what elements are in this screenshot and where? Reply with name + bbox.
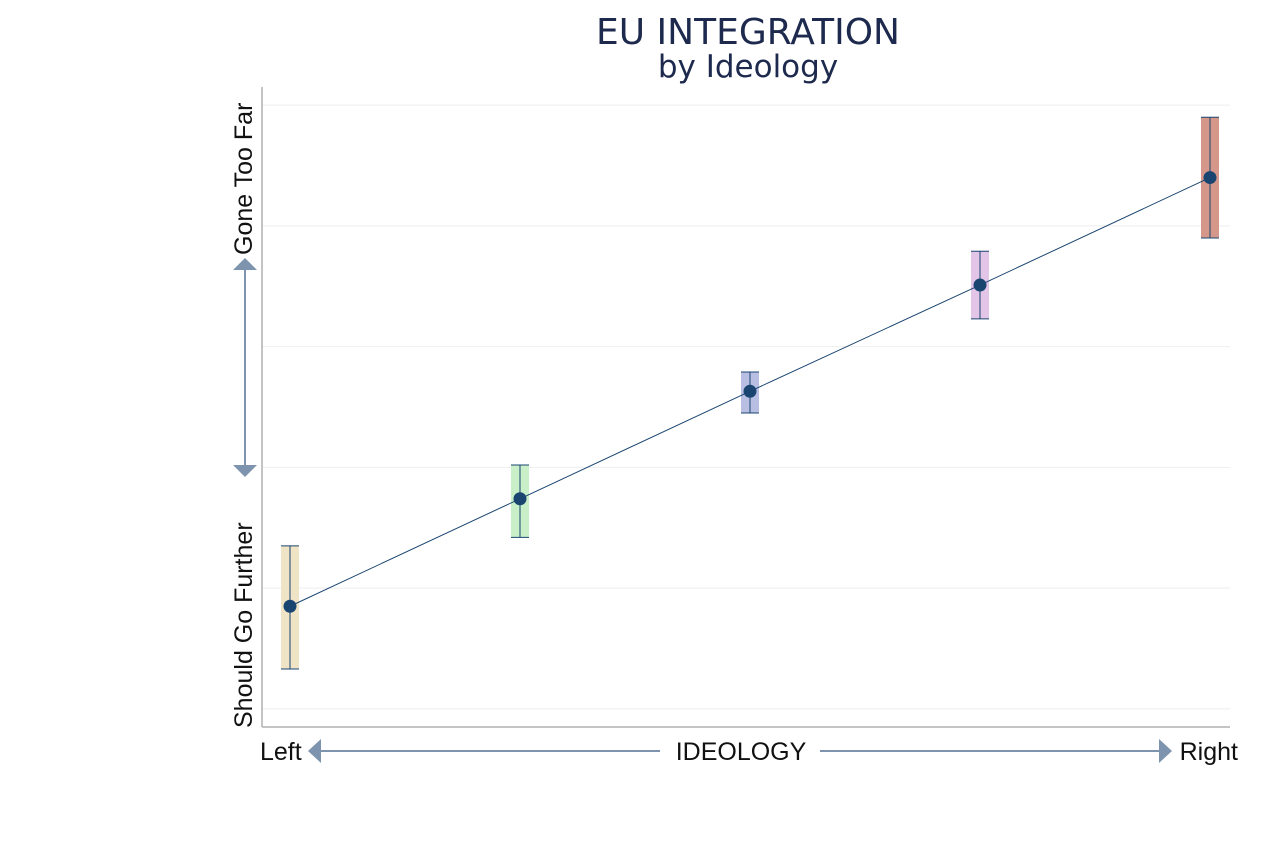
data-point	[973, 278, 987, 292]
x-axis-left-label: Left	[260, 738, 302, 766]
y-axis-low-label: Should Go Further	[230, 522, 258, 728]
chart-title: EU INTEGRATION	[596, 12, 900, 53]
data-point	[743, 384, 757, 398]
x-arrow-right-icon	[1159, 739, 1172, 763]
chart-subtitle: by Ideology	[658, 49, 838, 85]
x-arrow-left-icon	[308, 739, 321, 763]
data-point	[1203, 171, 1217, 185]
x-axis-title: IDEOLOGY	[676, 738, 807, 766]
grid-lines	[262, 104, 1230, 710]
y-arrow-down-icon	[233, 465, 257, 477]
x-axis-right-label: Right	[1180, 738, 1238, 766]
y-axis-high-label: Gone Too Far	[230, 103, 258, 255]
data-point	[283, 599, 297, 613]
y-arrow-up-icon	[233, 258, 257, 270]
data-points	[283, 171, 1217, 613]
data-point	[513, 492, 527, 506]
